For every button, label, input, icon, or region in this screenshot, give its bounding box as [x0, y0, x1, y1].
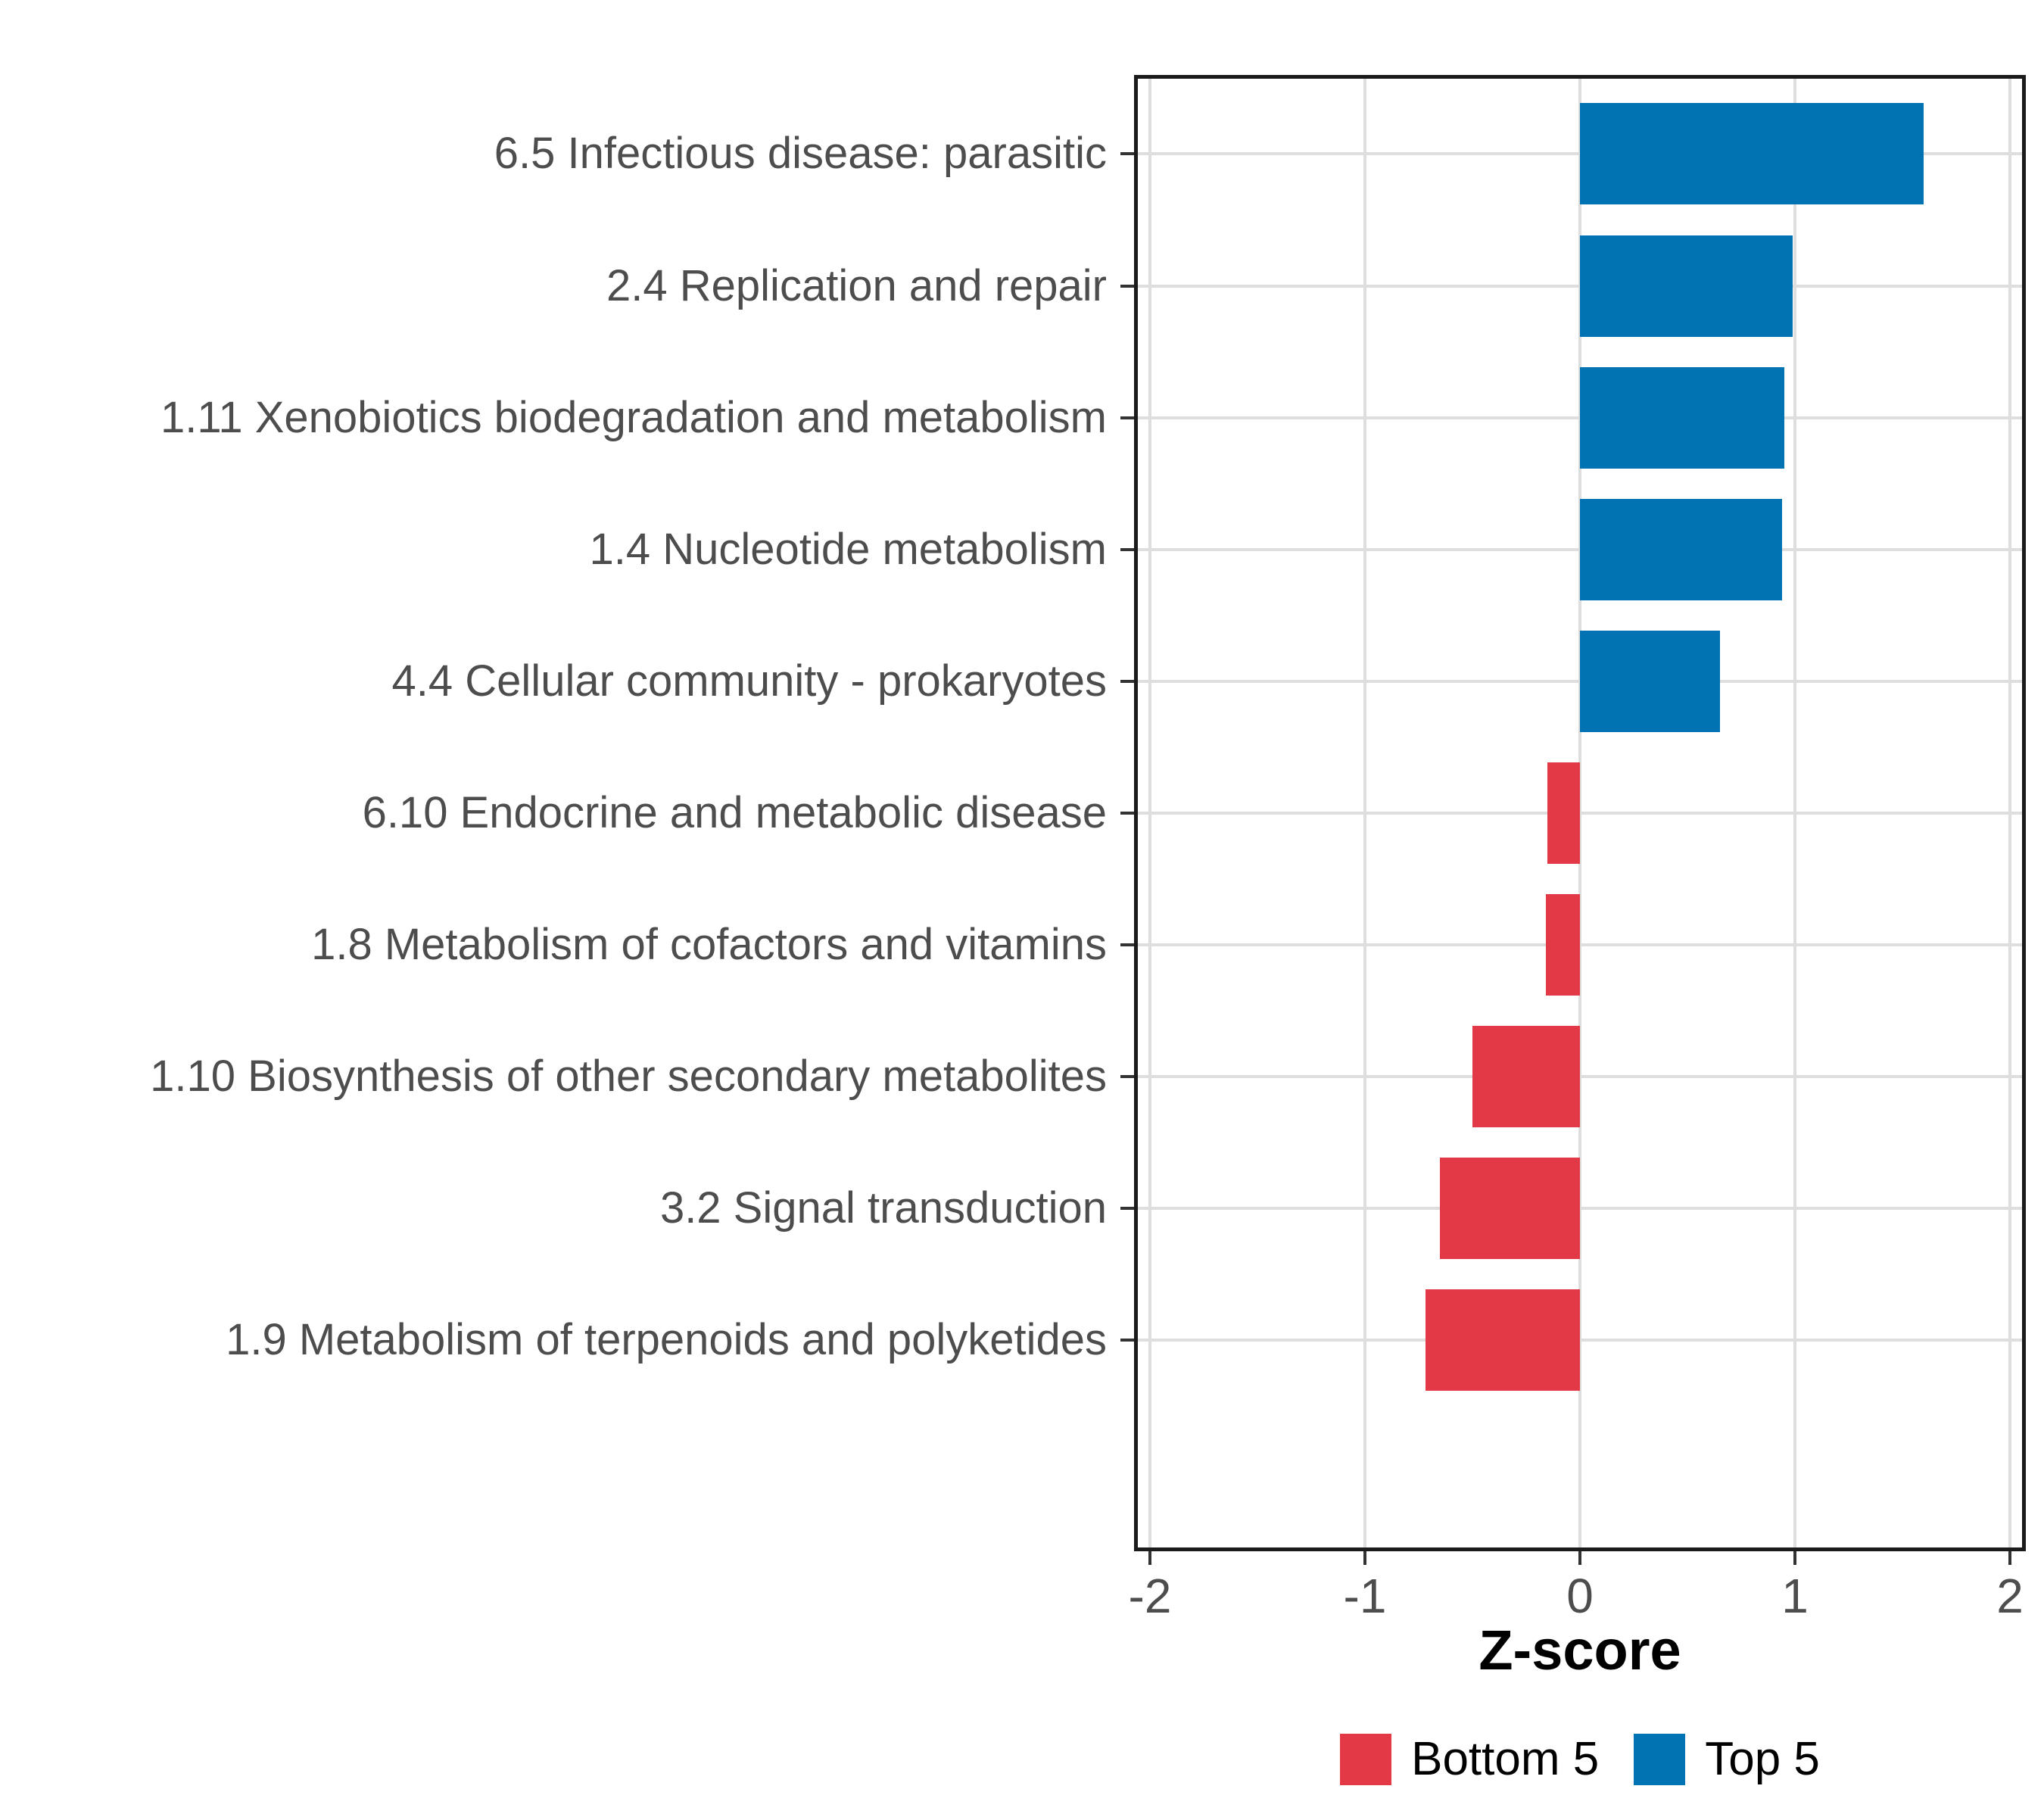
bar-bottom5 — [1472, 1026, 1580, 1128]
gridline-horizontal — [1138, 1339, 2022, 1342]
gridline-horizontal — [1138, 1207, 2022, 1211]
y-tick-mark — [1120, 547, 1134, 551]
x-tick-mark — [1578, 1551, 1581, 1565]
y-tick-mark — [1120, 416, 1134, 419]
y-tick-mark — [1120, 679, 1134, 683]
gridline-horizontal — [1138, 812, 2022, 815]
y-axis-label: 1.10 Biosynthesis of other secondary met… — [150, 1052, 1107, 1102]
y-tick-mark — [1120, 1207, 1134, 1211]
y-tick-mark — [1120, 943, 1134, 947]
y-axis-label: 2.4 Replication and repair — [606, 260, 1107, 310]
gridline-horizontal — [1138, 1075, 2022, 1079]
y-axis-label: 3.2 Signal transduction — [659, 1183, 1107, 1233]
plot-panel — [1134, 75, 2026, 1551]
x-tick-label: 1 — [1781, 1569, 1809, 1623]
x-tick-label: 2 — [1996, 1569, 2024, 1623]
x-tick-label: -2 — [1128, 1569, 1172, 1623]
bar-bottom5 — [1545, 894, 1580, 996]
bar-top5 — [1580, 103, 1924, 205]
y-axis-label: 1.11 Xenobiotics biodegradation and meta… — [160, 392, 1107, 442]
legend-swatch — [1634, 1734, 1686, 1785]
y-axis-label: 1.9 Metabolism of terpenoids and polyket… — [226, 1315, 1107, 1365]
x-tick-mark — [1363, 1551, 1366, 1565]
bar-bottom5 — [1440, 1158, 1580, 1260]
bar-top5 — [1580, 366, 1784, 469]
x-tick-label: 0 — [1566, 1569, 1594, 1623]
bar-bottom5 — [1547, 762, 1580, 864]
bar-top5 — [1580, 235, 1793, 337]
gridline-horizontal — [1138, 943, 2022, 947]
y-axis-label: 6.10 Endocrine and metabolic disease — [362, 788, 1107, 837]
y-tick-mark — [1120, 152, 1134, 156]
x-tick-label: -1 — [1343, 1569, 1387, 1623]
y-tick-mark — [1120, 1339, 1134, 1342]
legend-label: Bottom 5 — [1411, 1733, 1600, 1785]
bar-bottom5 — [1425, 1289, 1580, 1392]
x-tick-mark — [1148, 1551, 1151, 1565]
legend-item: Top 5 — [1634, 1734, 1820, 1785]
bar-top5 — [1580, 498, 1782, 600]
legend-swatch — [1340, 1734, 1392, 1785]
y-tick-mark — [1120, 284, 1134, 288]
y-axis-label: 4.4 Cellular community - prokaryotes — [391, 656, 1107, 706]
y-axis-label: 1.8 Metabolism of cofactors and vitamins — [311, 920, 1107, 970]
legend-item: Bottom 5 — [1340, 1734, 1599, 1785]
legend-label: Top 5 — [1705, 1733, 1820, 1785]
x-axis-title: Z-score — [1478, 1619, 1681, 1681]
y-tick-mark — [1120, 1075, 1134, 1079]
y-tick-mark — [1120, 812, 1134, 815]
bar-top5 — [1580, 630, 1720, 732]
x-tick-mark — [2008, 1551, 2011, 1565]
y-axis-label: 1.4 Nucleotide metabolism — [589, 524, 1107, 574]
y-axis-label: 6.5 Infectious disease: parasitic — [494, 129, 1107, 179]
x-tick-mark — [1793, 1551, 1796, 1565]
legend: Bottom 5 Top 5 — [1134, 1728, 2026, 1791]
